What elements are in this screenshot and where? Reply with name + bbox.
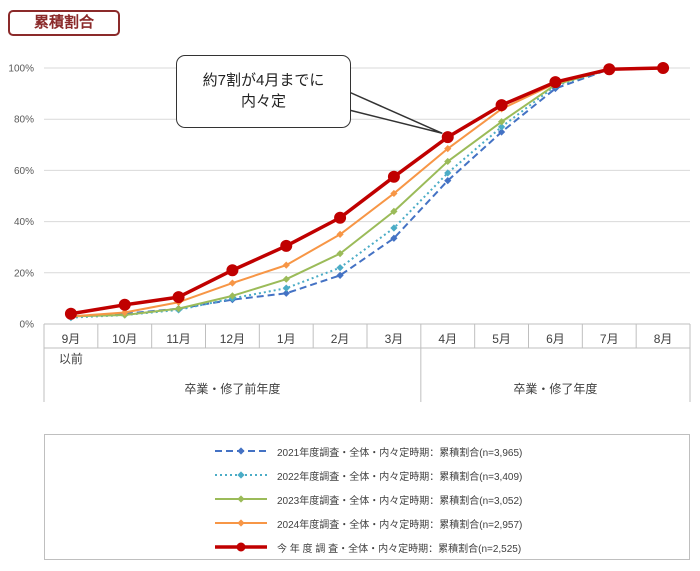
- data-point: [657, 62, 670, 74]
- data-point: [444, 145, 452, 153]
- x-tick-label: 9月: [62, 332, 81, 346]
- data-point: [228, 292, 237, 300]
- data-point: [282, 284, 290, 292]
- y-tick-label: 80%: [14, 115, 34, 126]
- x-tick-label: 12月: [220, 332, 245, 346]
- data-point: [336, 230, 344, 238]
- data-point: [390, 234, 398, 242]
- y-tick-label: 40%: [14, 217, 34, 228]
- legend-swatch: [215, 471, 267, 479]
- data-point: [387, 170, 400, 183]
- data-point: [334, 211, 347, 224]
- y-tick-labels: 0% 20% 40% 60% 80% 100%: [8, 64, 34, 331]
- data-point: [237, 495, 245, 503]
- callout-line-1: 約7割が4月までに: [202, 72, 325, 89]
- y-tick-label: 20%: [14, 268, 34, 279]
- data-point: [237, 447, 245, 455]
- data-point: [336, 250, 344, 258]
- data-point: [497, 128, 506, 136]
- legend-label: 2023年度調査・全体・内々定時期：累積割合(n=3,052): [277, 495, 523, 507]
- x-tick-label: 5月: [492, 332, 511, 346]
- y-tick-label: 60%: [14, 166, 34, 177]
- data-point: [444, 177, 452, 185]
- data-point: [64, 307, 77, 320]
- data-point: [549, 76, 562, 89]
- data-point: [444, 157, 452, 166]
- data-point: [336, 271, 344, 279]
- data-point: [237, 471, 245, 479]
- data-point: [172, 291, 185, 304]
- data-point: [282, 261, 290, 269]
- legend-swatch: [215, 542, 267, 552]
- data-point: [121, 308, 129, 317]
- series-line: [70, 67, 664, 318]
- x-group-label: 卒業・修了前年度: [184, 381, 280, 396]
- legend-label: 2021年度調査・全体・内々定時期：累積割合(n=3,965): [277, 447, 523, 459]
- legend: 2021年度調査・全体・内々定時期：累積割合(n=3,965) 2022年度調査・…: [44, 434, 690, 560]
- legend-item: 2023年度調査・全体・内々定時期：累積割合(n=3,052): [213, 491, 522, 507]
- data-point: [282, 275, 290, 283]
- data-point: [280, 239, 293, 252]
- x-tick-label: 6月: [546, 332, 565, 346]
- callout-line-2: 内々定: [240, 93, 286, 110]
- legend-item: 今 年 度 調 査・全体・内々定時期：累積割合(n=2,525): [213, 539, 521, 555]
- x-tick-label: 4月: [438, 332, 457, 346]
- legend-label: 今 年 度 調 査・全体・内々定時期：累積割合(n=2,525): [277, 543, 522, 555]
- data-point: [495, 99, 508, 112]
- data-point: [603, 63, 616, 76]
- y-tick-label: 0%: [20, 320, 35, 331]
- data-point: [228, 279, 237, 287]
- x-tick-label: 3月: [385, 332, 404, 346]
- x-group-label: 卒業・修了年度: [513, 381, 597, 396]
- legend-swatch: [215, 519, 267, 527]
- data-point: [390, 207, 398, 215]
- data-point: [390, 224, 398, 232]
- series-line: [70, 66, 664, 316]
- data-point: [336, 264, 344, 272]
- x-tick-label: 2月: [331, 332, 350, 346]
- data-point: [118, 298, 131, 311]
- x-tick-label: 以前: [59, 351, 83, 366]
- legend-item: 2024年度調査・全体・内々定時期：累積割合(n=2,957): [213, 515, 522, 531]
- x-tick-label: 10月: [112, 332, 137, 346]
- data-point: [497, 118, 506, 126]
- legend-swatch: [215, 495, 267, 503]
- data-point: [237, 519, 245, 527]
- data-point: [444, 169, 452, 177]
- data-point: [441, 131, 454, 144]
- data-point: [226, 264, 239, 277]
- legend-label: 2024年度調査・全体・内々定時期：累積割合(n=2,957): [277, 519, 523, 531]
- callout-box: 約7割が4月までに 内々定: [176, 55, 351, 128]
- data-point: [282, 289, 290, 297]
- series-lines: [64, 62, 670, 322]
- section-tag: 累積割合: [8, 10, 120, 36]
- legend-item: 2021年度調査・全体・内々定時期：累積割合(n=3,965): [213, 443, 522, 459]
- x-tick-label: 7月: [600, 332, 619, 346]
- y-tick-label: 100%: [8, 64, 34, 75]
- data-point: [497, 123, 506, 131]
- callout-pointer: [348, 91, 443, 134]
- data-point: [236, 542, 246, 552]
- x-tick-label: 11月: [166, 332, 190, 346]
- x-tick-label: 1月: [277, 332, 296, 346]
- legend-label: 2022年度調査・全体・内々定時期：累積割合(n=3,409): [277, 471, 523, 483]
- legend-swatch: [215, 447, 267, 455]
- series-group: [64, 62, 670, 320]
- data-point: [174, 305, 183, 313]
- x-tick-label: 8月: [654, 332, 673, 346]
- data-point: [390, 189, 398, 198]
- legend-item: 2022年度調査・全体・内々定時期：累積割合(n=3,409): [213, 467, 522, 483]
